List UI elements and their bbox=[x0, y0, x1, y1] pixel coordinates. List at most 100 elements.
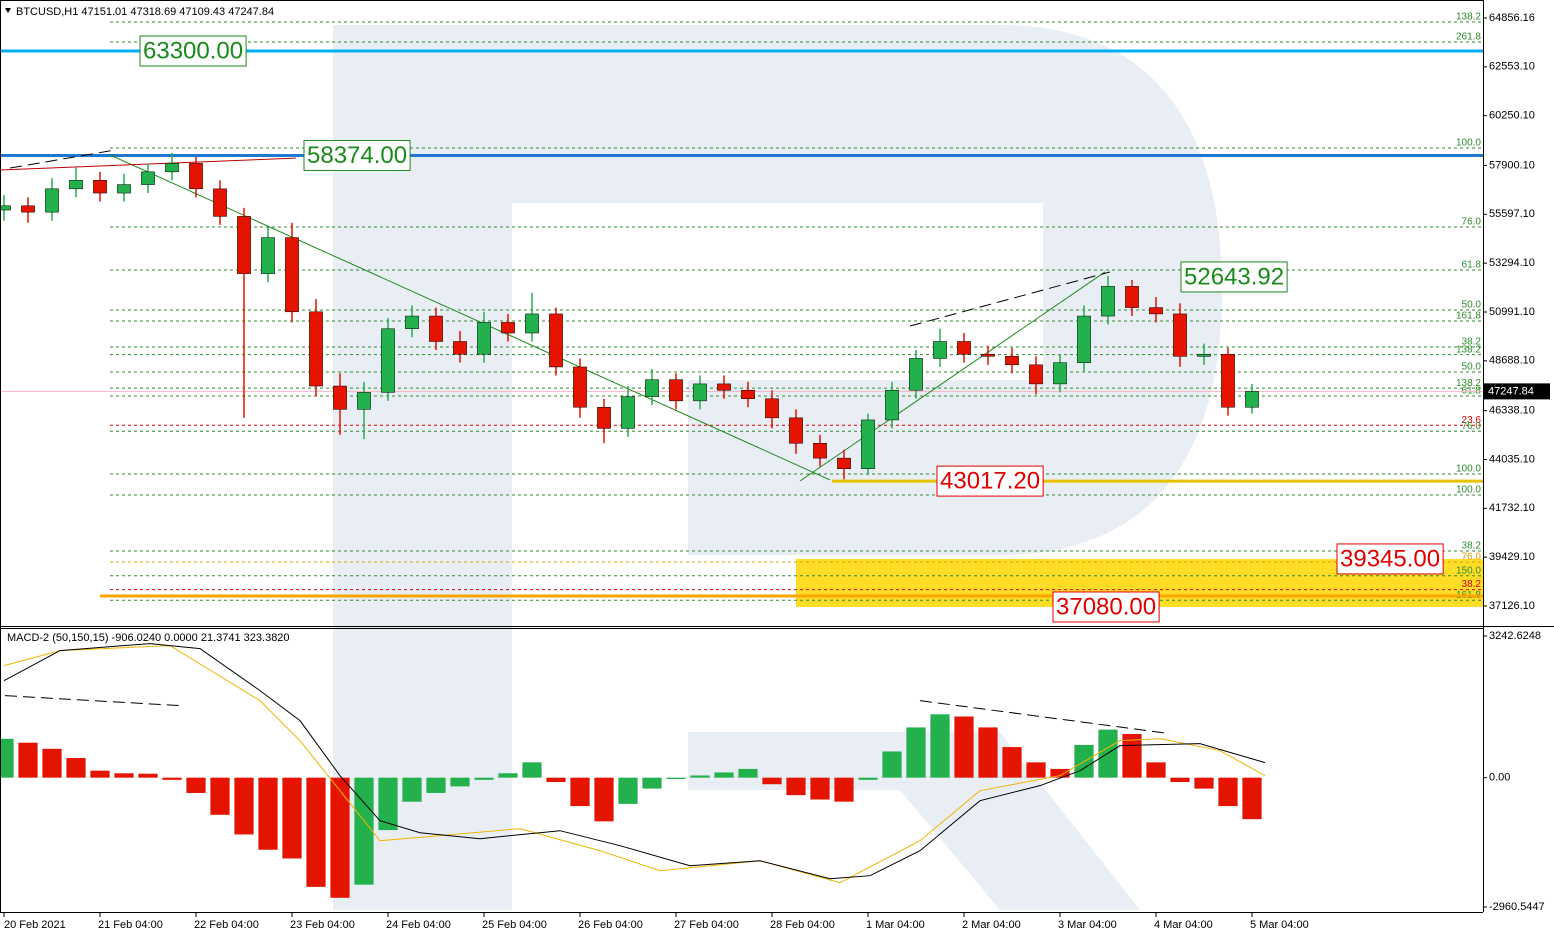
histogram-bar bbox=[1026, 762, 1046, 778]
candle-body bbox=[621, 396, 635, 429]
last-price-tag bbox=[1484, 383, 1550, 400]
histogram-bar bbox=[114, 773, 134, 778]
fib-level-label: 138.2 bbox=[1456, 12, 1481, 23]
candle-body bbox=[1197, 353, 1211, 357]
price-annotation: 58374.00 bbox=[307, 142, 407, 169]
x-tick-label: 25 Feb 04:00 bbox=[482, 919, 547, 931]
price-annotation-box bbox=[1052, 591, 1160, 623]
y-tick-label: 3242.6248 bbox=[1489, 630, 1541, 642]
histogram-bar bbox=[1170, 777, 1190, 783]
histogram-bar bbox=[1194, 777, 1214, 789]
histogram-bar bbox=[426, 777, 446, 793]
histogram-bar bbox=[90, 770, 110, 778]
x-tick-label: 28 Feb 04:00 bbox=[770, 919, 835, 931]
trend-line bbox=[4, 695, 181, 707]
indicator-title: MACD-2 (50,150,15) -906.0240 0.0000 21.3… bbox=[7, 632, 290, 644]
histogram-bar bbox=[930, 714, 950, 778]
histogram-bar bbox=[474, 777, 494, 780]
histogram-bar bbox=[1146, 762, 1166, 778]
fib-level-label: 100.0 bbox=[1456, 138, 1481, 149]
trend-line bbox=[109, 154, 831, 481]
price-annotation-box bbox=[1180, 261, 1288, 293]
y-tick-label: 57900.10 bbox=[1489, 159, 1535, 171]
y-tick-label: 50991.10 bbox=[1489, 306, 1535, 318]
x-tick-label: 24 Feb 04:00 bbox=[386, 919, 451, 931]
price-annotation-box bbox=[1336, 543, 1444, 575]
candle-body bbox=[1005, 356, 1019, 366]
x-tick-label: 23 Feb 04:00 bbox=[290, 919, 355, 931]
fib-level-label: 100.0 bbox=[1456, 485, 1481, 496]
fib-level-label: 61.8 bbox=[1462, 260, 1482, 271]
trend-line bbox=[919, 700, 1171, 735]
histogram-bar bbox=[402, 777, 422, 802]
price-annotation: 39345.00 bbox=[1340, 545, 1440, 572]
histogram-bar bbox=[0, 738, 14, 778]
y-tick-label: 53294.10 bbox=[1489, 257, 1535, 269]
histogram-bar bbox=[522, 762, 542, 778]
histogram-bar bbox=[1218, 777, 1238, 807]
fib-level-label: 38.2 bbox=[1462, 579, 1482, 590]
candle-body bbox=[1149, 307, 1163, 315]
histogram-bar bbox=[690, 775, 710, 778]
candle-body bbox=[357, 392, 371, 410]
price-annotation-box bbox=[303, 139, 411, 171]
histogram-bar bbox=[594, 777, 614, 822]
candle-body bbox=[501, 322, 515, 334]
candle-body bbox=[861, 419, 875, 469]
histogram-bar bbox=[834, 777, 854, 802]
candle-body bbox=[765, 398, 779, 419]
histogram-bar bbox=[906, 727, 926, 778]
candle-body bbox=[549, 313, 563, 368]
candle-body bbox=[525, 313, 539, 334]
fib-level-label: 100.0 bbox=[1456, 464, 1481, 475]
fib-level-label: 38.2 bbox=[1462, 337, 1482, 348]
candle-body bbox=[741, 390, 755, 399]
candle-body bbox=[1173, 313, 1187, 357]
candle-body bbox=[309, 311, 323, 387]
histogram-bar bbox=[210, 777, 230, 815]
y-tick-label: 46338.10 bbox=[1489, 405, 1535, 417]
y-tick-label: 39429.10 bbox=[1489, 551, 1535, 563]
candle-body bbox=[117, 184, 131, 194]
price-annotation-box bbox=[139, 35, 247, 67]
histogram-bar bbox=[450, 777, 470, 787]
candle-body bbox=[429, 315, 443, 342]
candle-body bbox=[333, 385, 347, 410]
candle-body bbox=[165, 163, 179, 173]
candle-body bbox=[837, 457, 851, 469]
y-tick-label: -2960.5447 bbox=[1489, 901, 1545, 913]
histogram-bar bbox=[738, 768, 758, 778]
histogram-bar bbox=[378, 777, 398, 831]
fib-level-label: 150.0 bbox=[1456, 565, 1481, 576]
histogram-bar bbox=[282, 777, 302, 859]
fib-level-label: 261.8 bbox=[1456, 32, 1481, 43]
histogram-bar bbox=[714, 772, 734, 778]
x-tick-label: 4 Mar 04:00 bbox=[1154, 919, 1213, 931]
candle-body bbox=[405, 315, 419, 330]
candle-body bbox=[213, 188, 227, 217]
candle-body bbox=[189, 163, 203, 190]
candle-body bbox=[285, 237, 299, 313]
candle-body bbox=[237, 216, 251, 274]
x-tick-label: 2 Mar 04:00 bbox=[962, 919, 1021, 931]
histogram-bar bbox=[666, 777, 686, 779]
y-tick-label: 64856.16 bbox=[1489, 12, 1535, 24]
histogram-bar bbox=[1242, 777, 1262, 820]
y-tick-label: 60250.10 bbox=[1489, 110, 1535, 122]
candle-body bbox=[645, 379, 659, 397]
histogram-bar bbox=[258, 777, 278, 850]
price-annotation-box bbox=[936, 465, 1044, 497]
candle-body bbox=[1029, 364, 1043, 385]
candle-body bbox=[69, 180, 83, 190]
histogram-bar bbox=[882, 751, 902, 778]
histogram-bar bbox=[498, 773, 518, 778]
histogram-bar bbox=[858, 777, 878, 780]
price-annotation: 43017.20 bbox=[940, 467, 1040, 494]
signal-line bbox=[3, 645, 1266, 884]
candle-body bbox=[477, 322, 491, 355]
candle-body bbox=[21, 205, 35, 213]
x-tick-label: 22 Feb 04:00 bbox=[194, 919, 259, 931]
watermark bbox=[333, 25, 1222, 910]
histogram-bar bbox=[618, 777, 638, 804]
trend-line bbox=[909, 271, 1111, 327]
